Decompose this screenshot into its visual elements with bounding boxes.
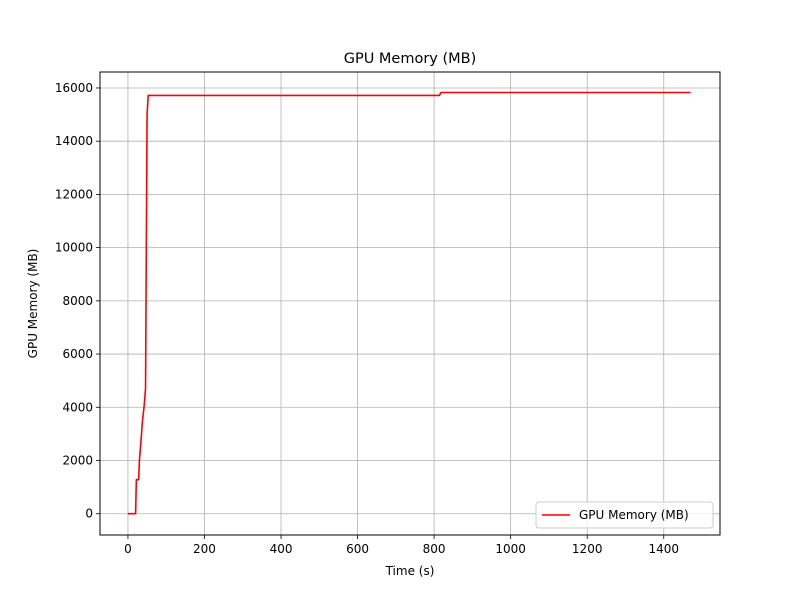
grid — [100, 72, 720, 535]
legend-label: GPU Memory (MB) — [579, 508, 689, 522]
x-axis-title: Time (s) — [385, 564, 435, 578]
y-axis-title: GPU Memory (MB) — [26, 249, 40, 359]
y-tick-label: 12000 — [55, 187, 93, 201]
x-tick-label: 0 — [124, 542, 132, 556]
x-tick-label: 1200 — [572, 542, 603, 556]
x-axis-ticks: 0 200 400 600 800 1000 1200 1400 — [124, 535, 679, 556]
y-tick-label: 6000 — [62, 347, 93, 361]
x-tick-label: 1000 — [495, 542, 526, 556]
plot-frame — [99, 71, 721, 536]
x-tick-label: 200 — [193, 542, 216, 556]
x-tick-label: 600 — [346, 542, 369, 556]
series-line-gpu-memory — [127, 91, 691, 515]
x-tick-label: 400 — [270, 542, 293, 556]
y-tick-label: 16000 — [55, 81, 93, 95]
y-tick-label: 8000 — [62, 294, 93, 308]
series-layer — [127, 91, 691, 515]
y-axis-ticks: 0 2000 4000 6000 8000 10000 12000 14000 16000 — [55, 81, 100, 521]
legend-box — [535, 501, 714, 529]
legend: GPU Memory (MB) — [535, 501, 714, 529]
y-tick-label: 0 — [85, 507, 93, 521]
x-tick-label: 800 — [423, 542, 446, 556]
x-tick-label: 1400 — [648, 542, 679, 556]
y-tick-label: 14000 — [55, 134, 93, 148]
y-tick-label: 10000 — [55, 241, 93, 255]
y-tick-label: 4000 — [62, 400, 93, 414]
chart-title: GPU Memory (MB) — [344, 51, 477, 67]
y-tick-label: 2000 — [62, 453, 93, 467]
